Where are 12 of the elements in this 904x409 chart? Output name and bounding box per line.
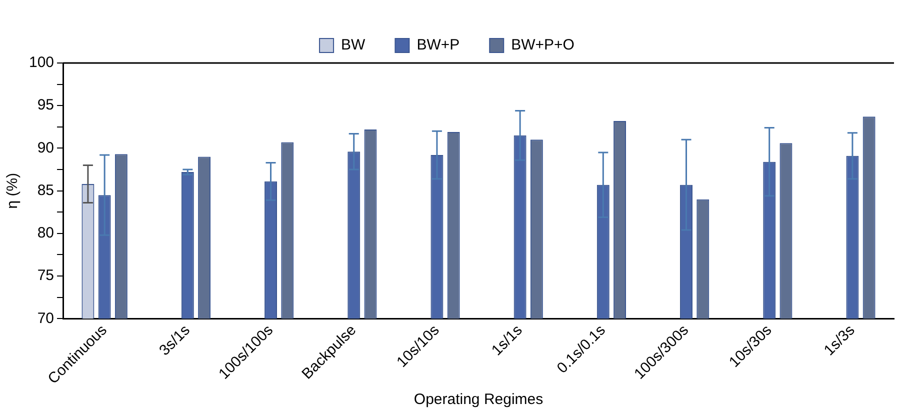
y-tick-label: 80: [37, 224, 54, 242]
y-tick-label: 85: [37, 182, 54, 199]
y-tick-label: 75: [37, 267, 54, 284]
legend-label: BW: [341, 36, 366, 54]
legend-label: BW+P: [416, 36, 460, 54]
y-tick-label: 100: [28, 54, 54, 72]
x-axis-title: Operating Regimes: [414, 391, 544, 408]
y-tick-label: 70: [37, 310, 54, 327]
y-axis-title: η (%): [4, 172, 22, 209]
y-tick-label: 90: [37, 139, 54, 156]
y-tick-label: 95: [37, 96, 54, 114]
legend-label: BW+P+O: [511, 36, 574, 54]
